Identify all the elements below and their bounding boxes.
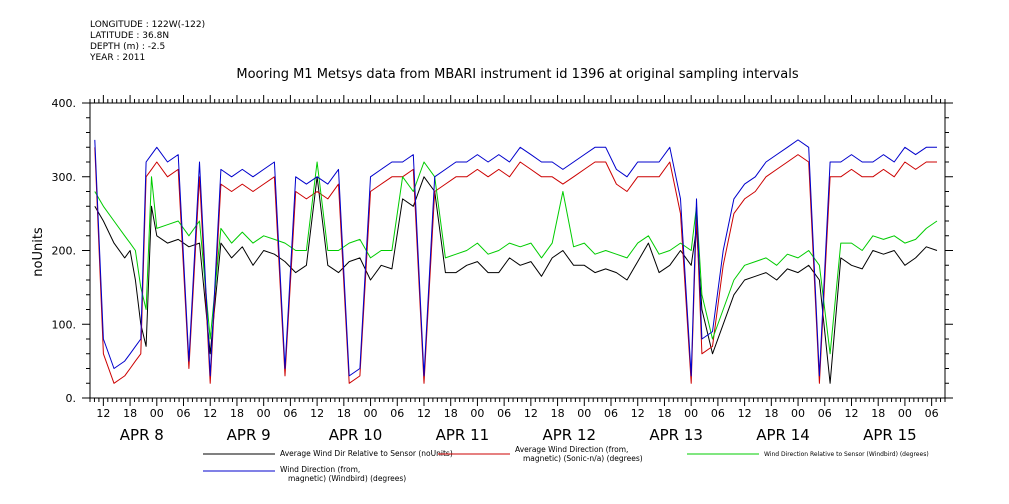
y-axis-label: noUnits xyxy=(31,227,46,277)
x-tick-label: 12 xyxy=(96,407,110,420)
legend: Average Wind Dir Relative to Sensor (noU… xyxy=(203,445,929,483)
legend-label-4: Wind Direction (from, magnetic) (Windbird… xyxy=(280,465,406,483)
year-label: YEAR : 2011 xyxy=(90,53,146,63)
x-tick-label: 12 xyxy=(844,407,858,420)
x-tick-label: 00 xyxy=(898,407,912,420)
y-tick-label: 0. xyxy=(66,392,77,405)
x-tick-label: 06 xyxy=(711,407,725,420)
x-day-label: APR 12 xyxy=(543,426,597,444)
x-tick-label: 06 xyxy=(390,407,404,420)
longitude-label: LONGITUDE : 122W(-122) xyxy=(90,20,206,30)
x-tick-label: 00 xyxy=(577,407,591,420)
legend-label-1: Average Wind Dir Relative to Sensor (noU… xyxy=(280,449,453,458)
x-tick-label: 06 xyxy=(497,407,511,420)
x-tick-label: 00 xyxy=(791,407,805,420)
x-tick-label: 06 xyxy=(283,407,297,420)
x-tick-label: 18 xyxy=(764,407,778,420)
x-day-label: APR 9 xyxy=(227,426,271,444)
x-tick-label: 06 xyxy=(818,407,832,420)
legend-label-line: Average Wind Direction (from, xyxy=(515,445,628,454)
plot-frame xyxy=(89,102,946,399)
y-tick-label: 300. xyxy=(52,171,77,184)
x-tick-label: 18 xyxy=(337,407,351,420)
series-line-3 xyxy=(94,161,938,355)
y-tick-label: 200. xyxy=(52,245,77,258)
x-tick-label: 12 xyxy=(631,407,645,420)
x-tick-label: 00 xyxy=(257,407,271,420)
x-tick-label: 18 xyxy=(657,407,671,420)
x-tick-label: 06 xyxy=(177,407,191,420)
x-tick-label: 00 xyxy=(150,407,164,420)
x-tick-label: 00 xyxy=(684,407,698,420)
x-day-label: APR 13 xyxy=(649,426,703,444)
x-day-label: APR 8 xyxy=(120,426,164,444)
metadata-block: LONGITUDE : 122W(-122) LATITUDE : 36.8N … xyxy=(90,20,205,64)
x-day-label: APR 15 xyxy=(863,426,917,444)
x-tick-label: 12 xyxy=(417,407,431,420)
series-layer xyxy=(94,139,938,384)
x-tick-label: 18 xyxy=(230,407,244,420)
legend-label-line: Wind Direction Relative to Sensor (Windb… xyxy=(764,451,929,458)
x-tick-label: 00 xyxy=(364,407,378,420)
x-tick-label: 12 xyxy=(738,407,752,420)
legend-label-line: Wind Direction (from, xyxy=(280,465,360,474)
x-tick-label: 06 xyxy=(604,407,618,420)
x-tick-label: 06 xyxy=(925,407,939,420)
x-day-label: APR 10 xyxy=(329,426,383,444)
x-tick-label: 18 xyxy=(551,407,565,420)
legend-label-line: Average Wind Dir Relative to Sensor (noU… xyxy=(280,449,453,458)
y-tick-label: 400. xyxy=(52,97,77,110)
x-day-label: APR 14 xyxy=(756,426,810,444)
y-tick-label: 100. xyxy=(52,318,77,331)
x-tick-label: 12 xyxy=(203,407,217,420)
legend-label-line: magnetic) (Windbird) (degrees) xyxy=(288,474,406,483)
chart-title: Mooring M1 Metsys data from MBARI instru… xyxy=(236,67,799,82)
x-tick-label: 18 xyxy=(871,407,885,420)
series-line-4 xyxy=(94,139,937,377)
x-tick-label: 12 xyxy=(524,407,538,420)
legend-label-2: Average Wind Direction (from, magnetic) (… xyxy=(515,445,643,463)
x-axis: 12 18 00 06 12 18 00 06 12 18 00 06 12 18 00 06 12 18 00 06… xyxy=(89,95,946,444)
y-axis: 0. 100. 200. 300. 400. xyxy=(52,97,953,405)
x-tick-label: 18 xyxy=(123,407,137,420)
x-tick-label: 18 xyxy=(444,407,458,420)
x-tick-label: 00 xyxy=(470,407,484,420)
legend-label-3: Wind Direction Relative to Sensor (Windb… xyxy=(764,451,929,458)
depth-label: DEPTH (m) : -2.5 xyxy=(90,42,166,52)
x-tick-label: 12 xyxy=(310,407,324,420)
x-day-label: APR 11 xyxy=(436,426,490,444)
latitude-label: LATITUDE : 36.8N xyxy=(90,31,170,41)
legend-label-line: magnetic) (Sonic-n/a) (degrees) xyxy=(523,454,643,463)
